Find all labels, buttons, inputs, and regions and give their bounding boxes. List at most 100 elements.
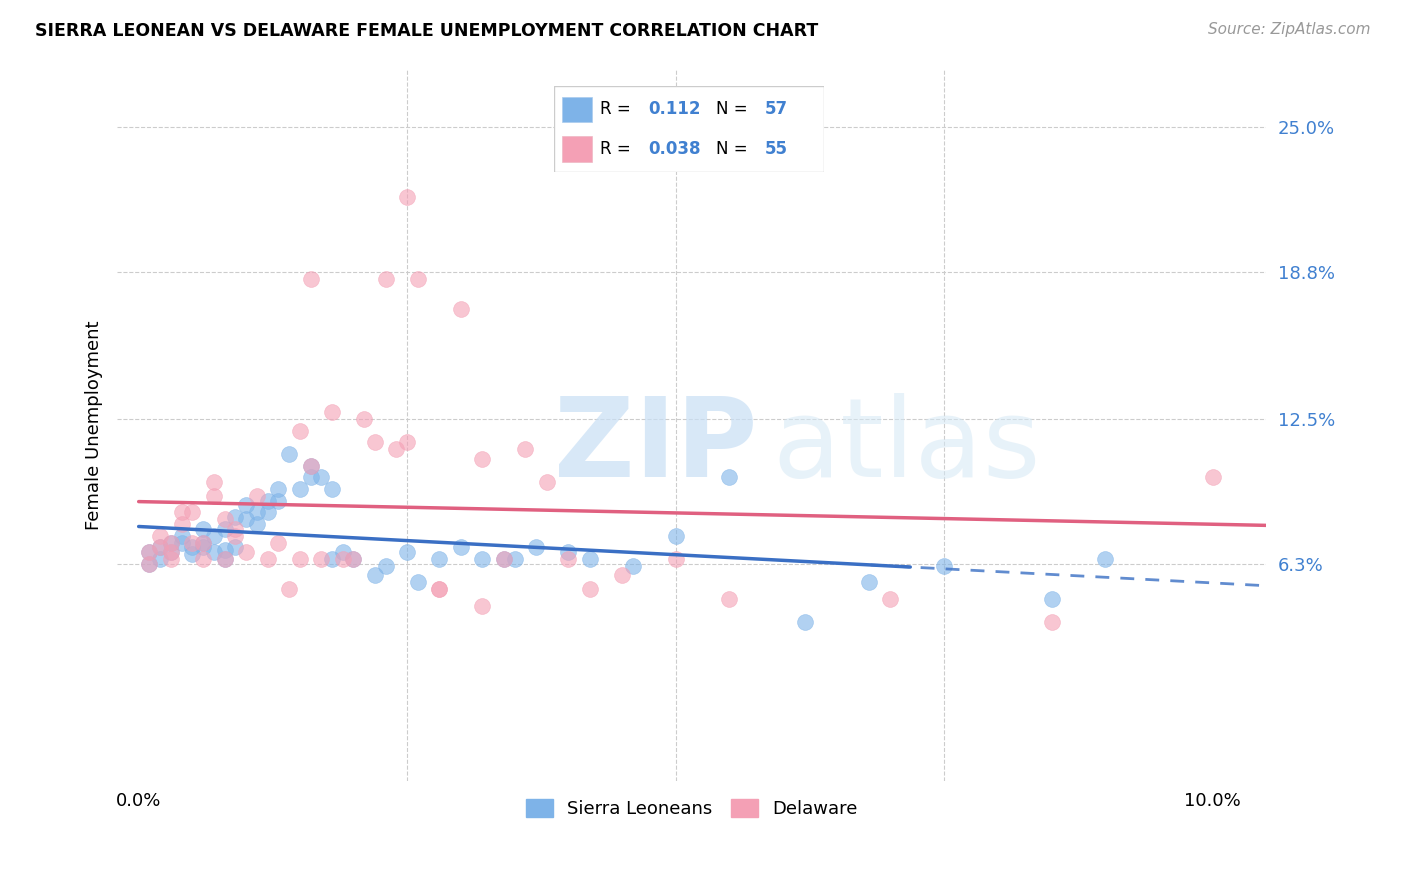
Point	[170, 516, 193, 531]
Point	[385, 442, 408, 457]
Point	[1202, 470, 1225, 484]
Point	[288, 424, 311, 438]
Point	[321, 405, 343, 419]
Point	[181, 535, 204, 549]
Point	[471, 552, 494, 566]
Point	[214, 512, 236, 526]
Point	[332, 552, 354, 566]
Point	[246, 516, 269, 531]
Point	[299, 272, 322, 286]
Point	[278, 582, 301, 597]
Point	[309, 470, 332, 484]
Point	[160, 545, 183, 559]
Point	[224, 541, 246, 555]
Point	[364, 435, 387, 450]
Point	[309, 552, 332, 566]
Point	[374, 272, 396, 286]
Point	[429, 582, 451, 597]
Point	[450, 302, 472, 317]
Point	[515, 442, 537, 457]
Point	[267, 535, 290, 549]
Point	[364, 568, 387, 582]
Point	[202, 489, 225, 503]
Point	[665, 529, 688, 543]
Point	[1040, 591, 1063, 606]
Point	[557, 552, 579, 566]
Point	[256, 552, 278, 566]
Point	[191, 552, 214, 566]
Point	[321, 482, 343, 496]
Text: ZIP: ZIP	[554, 392, 758, 500]
Point	[858, 575, 880, 590]
Point	[160, 535, 183, 549]
Point	[138, 557, 160, 571]
Point	[471, 599, 494, 613]
Point	[149, 541, 172, 555]
Point	[160, 535, 183, 549]
Point	[299, 458, 322, 473]
Point	[224, 522, 246, 536]
Point	[288, 482, 311, 496]
Point	[191, 541, 214, 555]
Y-axis label: Female Unemployment: Female Unemployment	[86, 320, 103, 530]
Point	[149, 529, 172, 543]
Point	[429, 582, 451, 597]
Point	[235, 499, 257, 513]
Point	[202, 545, 225, 559]
Point	[267, 482, 290, 496]
Point	[191, 535, 214, 549]
Point	[524, 541, 547, 555]
Point	[621, 559, 644, 574]
Text: atlas: atlas	[772, 392, 1040, 500]
Point	[718, 591, 741, 606]
Text: Source: ZipAtlas.com: Source: ZipAtlas.com	[1208, 22, 1371, 37]
Legend: Sierra Leoneans, Delaware: Sierra Leoneans, Delaware	[519, 791, 865, 825]
Point	[224, 529, 246, 543]
Point	[181, 541, 204, 555]
Point	[492, 552, 515, 566]
Point	[170, 505, 193, 519]
Point	[160, 545, 183, 559]
Point	[235, 545, 257, 559]
Point	[406, 575, 429, 590]
Point	[396, 545, 419, 559]
Point	[503, 552, 526, 566]
Point	[246, 489, 269, 503]
Point	[138, 557, 160, 571]
Point	[536, 475, 558, 489]
Point	[138, 545, 160, 559]
Point	[235, 512, 257, 526]
Point	[214, 522, 236, 536]
Point	[267, 493, 290, 508]
Point	[138, 545, 160, 559]
Point	[202, 475, 225, 489]
Point	[557, 545, 579, 559]
Point	[342, 552, 364, 566]
Point	[429, 552, 451, 566]
Point	[278, 447, 301, 461]
Point	[160, 552, 183, 566]
Point	[149, 552, 172, 566]
Point	[288, 552, 311, 566]
Point	[181, 505, 204, 519]
Point	[471, 451, 494, 466]
Point	[149, 541, 172, 555]
Point	[224, 510, 246, 524]
Point	[879, 591, 901, 606]
Point	[191, 535, 214, 549]
Point	[492, 552, 515, 566]
Point	[202, 529, 225, 543]
Point	[191, 522, 214, 536]
Point	[214, 552, 236, 566]
Point	[181, 548, 204, 562]
Point	[578, 582, 600, 597]
Point	[1040, 615, 1063, 629]
Point	[299, 470, 322, 484]
Point	[665, 552, 688, 566]
Point	[299, 458, 322, 473]
Point	[934, 559, 956, 574]
Point	[214, 552, 236, 566]
Point	[718, 470, 741, 484]
Point	[1094, 552, 1116, 566]
Point	[256, 493, 278, 508]
